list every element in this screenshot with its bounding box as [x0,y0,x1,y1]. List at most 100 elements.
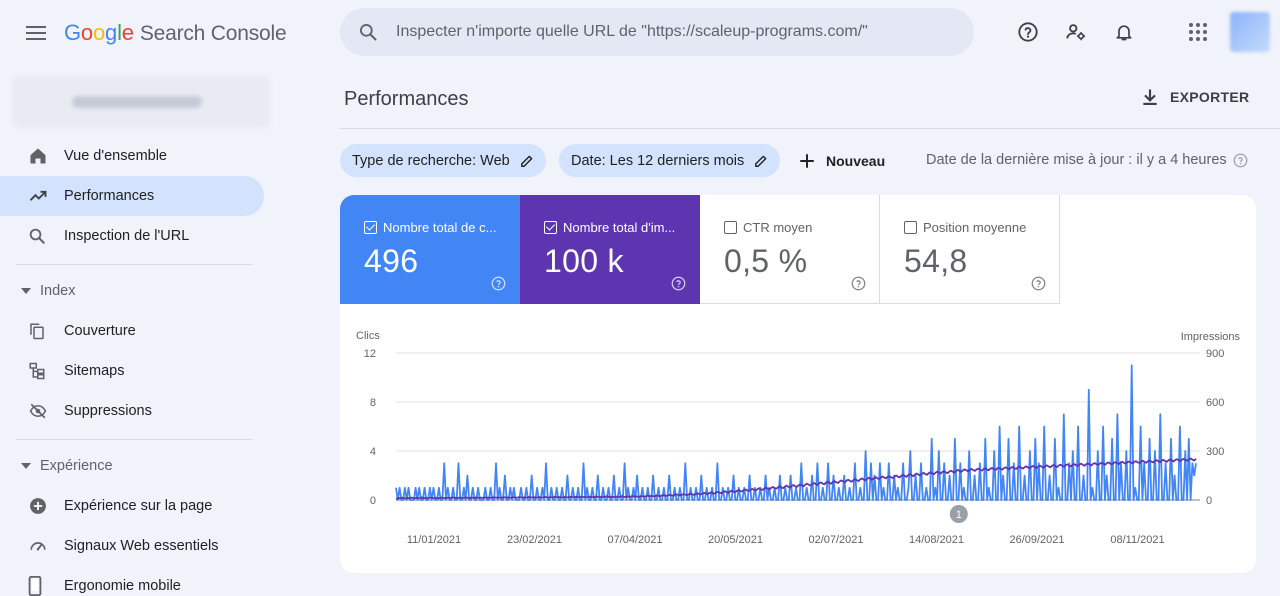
section-experience-toggle[interactable]: Expérience [0,448,264,484]
section-index-toggle[interactable]: Index [0,273,264,309]
last-update-text: Date de la dernière mise à jour : il y a… [926,152,1227,168]
metric-value: 496 [364,243,419,279]
divider [16,439,252,440]
top-bar: Google Search Console [0,0,1280,66]
sidebar-item-removals[interactable]: Suppressions [0,391,264,431]
last-update-info: Date de la dernière mise à jour : il y a… [926,152,1248,168]
sidebar-item-mobile-usability[interactable]: Ergonomie mobile [0,566,264,596]
apps-icon [1189,23,1207,41]
trending-up-icon [0,186,64,206]
checkbox[interactable] [904,221,917,234]
filter-chip-date[interactable]: Date: Les 12 derniers mois [559,144,781,177]
right-tick-label: 300 [1206,446,1224,458]
help-button[interactable] [1008,12,1048,52]
metric-average-ctr[interactable]: CTR moyen 0,5 % [700,195,880,304]
notifications-button[interactable] [1104,12,1144,52]
metric-average-position[interactable]: Position moyenne 54,8 [880,195,1060,304]
plus-icon [800,154,814,168]
x-tick-label: 14/08/2021 [909,534,964,546]
visibility-off-icon [0,402,64,420]
series-line-impressions [395,457,1197,500]
metric-label: Nombre total de c... [383,220,497,235]
metric-total-clicks[interactable]: Nombre total de c... 496 [340,195,520,304]
sidebar-item-core-web-vitals[interactable]: Signaux Web essentiels [0,526,264,566]
google-wordmark: Google [64,20,134,46]
right-tick-label: 900 [1206,348,1224,360]
product-name: Search Console [139,22,287,45]
sidebar-item-page-experience[interactable]: Expérience sur la page [0,486,264,526]
help-icon[interactable] [1031,276,1046,291]
export-button[interactable]: EXPORTER [1140,84,1249,110]
url-inspect-input[interactable] [396,23,956,41]
apps-button[interactable] [1178,12,1218,52]
right-tick-label: 600 [1206,397,1224,409]
sidebar-item-coverage[interactable]: Couverture [0,311,264,351]
x-tick-label: 11/01/2021 [407,534,461,546]
app-logo[interactable]: Google Search Console [64,20,287,46]
filter-chip-label: Type de recherche: Web [352,152,510,169]
section-title: Index [40,283,76,299]
series-line-clics [395,364,1197,501]
annotation-marker [949,505,968,523]
performance-chart[interactable]: Clics Impressions 0 4 8 12 0 300 600 900 11/01/202… [340,325,1256,573]
sidebar-item-label: Sitemaps [64,363,125,379]
page-title: Performances [344,88,469,110]
x-tick-label: 23/02/2021 [507,534,562,546]
sidebar-item-performance[interactable]: Performances [0,176,264,216]
checkbox[interactable] [544,221,557,234]
sidebar-item-url-inspection[interactable]: Inspection de l'URL [0,216,264,256]
metric-total-impressions[interactable]: Nombre total d'im... 100 k [520,195,700,304]
logo-letter: o [80,20,93,45]
chart-svg: Clics Impressions 0 4 8 12 0 300 600 900 11/01/202… [356,330,1241,546]
sidebar: Vue d'ensemble Performances Inspection d… [0,66,272,596]
checkbox[interactable] [724,221,737,234]
sidebar-item-label: Signaux Web essentiels [64,538,219,554]
sidebar-item-label: Inspection de l'URL [64,228,190,244]
performance-card: Nombre total de c... 496 Nombre total d'… [340,195,1256,573]
new-filter-button[interactable]: Nouveau [798,148,885,174]
notifications-icon [1116,25,1132,41]
url-inspect-search[interactable] [340,8,974,56]
filter-chip-search-type[interactable]: Type de recherche: Web [340,144,546,177]
divider [16,264,252,265]
sidebar-item-label: Vue d'ensemble [64,148,167,164]
x-tick-label: 26/09/2021 [1009,534,1064,546]
search-icon [340,22,396,42]
new-filter-label: Nouveau [826,153,886,169]
logo-letter: G [64,20,81,45]
metric-value: 0,5 % [724,243,808,279]
left-tick-label: 8 [370,397,376,409]
main-menu-button[interactable] [20,17,52,49]
metric-label: CTR moyen [743,220,813,235]
manage-users-button[interactable] [1056,12,1096,52]
sidebar-item-label: Expérience sur la page [64,498,213,514]
caret-down-icon [0,288,40,294]
sidebar-item-overview[interactable]: Vue d'ensemble [0,136,264,176]
account-avatar[interactable] [1230,12,1270,52]
left-tick-label: 12 [364,348,376,360]
right-axis-title: Impressions [1181,331,1241,343]
property-selector[interactable] [12,76,270,128]
x-tick-label: 20/05/2021 [708,534,763,546]
sidebar-item-label: Ergonomie mobile [64,578,181,594]
home-icon [0,146,64,166]
annotation-label: 1 [956,509,962,521]
logo-letter: l [117,20,122,45]
help-icon[interactable] [491,276,506,291]
add-circle-icon [0,496,64,516]
section-title: Expérience [40,458,113,474]
checkbox[interactable] [364,221,377,234]
metric-label: Nombre total d'im... [563,220,676,235]
header-divider [340,128,1280,129]
sidebar-item-label: Suppressions [64,403,152,419]
hamburger-icon [26,26,46,40]
help-icon[interactable] [671,276,686,291]
x-tick-label: 08/11/2021 [1110,534,1164,546]
edit-icon [520,155,533,167]
search-icon [0,227,64,245]
sidebar-item-sitemaps[interactable]: Sitemaps [0,351,264,391]
left-tick-label: 0 [370,495,376,507]
help-icon [1018,22,1038,42]
help-icon[interactable] [851,276,866,291]
help-icon[interactable] [1233,153,1248,168]
